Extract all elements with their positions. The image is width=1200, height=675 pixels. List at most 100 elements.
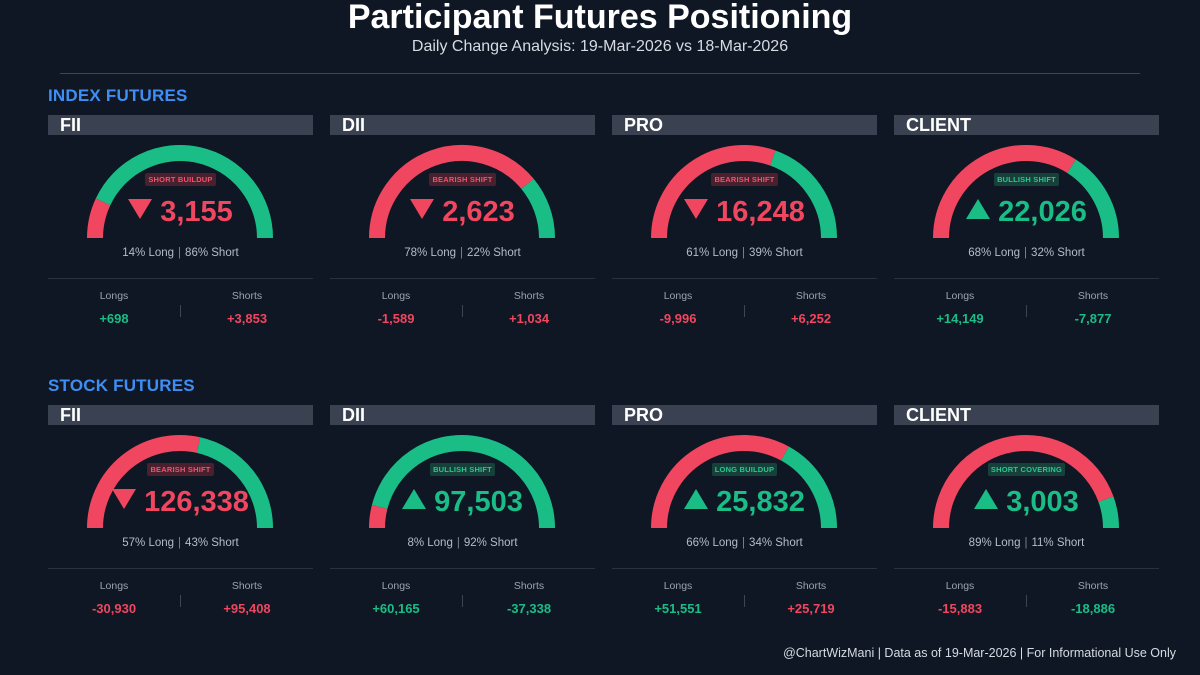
card-header: FII bbox=[48, 405, 313, 425]
short-pct: 34% Short bbox=[749, 537, 803, 549]
longs-value: +698 bbox=[99, 311, 129, 326]
shorts-label: Shorts bbox=[795, 290, 827, 302]
gauge-long-arc bbox=[651, 145, 776, 239]
longs-value: -30,930 bbox=[91, 601, 137, 616]
shorts-value: +25,719 bbox=[787, 601, 835, 616]
signal-badge: SHORT BUILDUP bbox=[48, 173, 313, 186]
net-change: 126,338 bbox=[48, 485, 313, 520]
card-header: PRO bbox=[612, 405, 877, 425]
longs-label: Longs bbox=[663, 290, 693, 302]
gauge-long-arc bbox=[651, 435, 789, 529]
page-title: Participant Futures Positioning bbox=[347, 0, 853, 36]
longs-label: Longs bbox=[945, 290, 975, 302]
card-header: PRO bbox=[612, 115, 877, 135]
net-change-value: 2,623 bbox=[442, 196, 515, 228]
net-change-value: 97,503 bbox=[434, 486, 523, 518]
gauge-chart bbox=[87, 145, 273, 239]
gauge-long-arc bbox=[933, 435, 1114, 529]
gauge-short-arc bbox=[769, 150, 837, 239]
column-separator bbox=[180, 305, 181, 317]
ratio-separator: | bbox=[178, 247, 182, 259]
card-header: DII bbox=[330, 115, 595, 135]
card-header: CLIENT bbox=[894, 115, 1159, 135]
column-separator bbox=[1026, 595, 1027, 607]
card-divider bbox=[894, 278, 1159, 279]
longs-label: Longs bbox=[99, 290, 129, 302]
triangle-up-icon bbox=[684, 483, 709, 517]
signal-badge-label: SHORT COVERING bbox=[987, 463, 1066, 476]
net-change: 3,003 bbox=[894, 485, 1159, 520]
longs-value: -1,589 bbox=[377, 311, 415, 326]
shorts-value: +6,252 bbox=[790, 311, 832, 326]
signal-badge-label: LONG BUILDUP bbox=[711, 463, 778, 476]
ratio-separator: | bbox=[742, 537, 746, 549]
longs-value: -15,883 bbox=[937, 601, 983, 616]
net-change: 22,026 bbox=[894, 195, 1159, 230]
triangle-down-icon bbox=[684, 193, 709, 227]
net-change-value: 22,026 bbox=[998, 196, 1087, 228]
signal-badge: BEARISH SHIFT bbox=[48, 463, 313, 476]
card-header: FII bbox=[48, 115, 313, 135]
gauge-chart bbox=[87, 435, 273, 529]
ratio-separator: | bbox=[1024, 537, 1028, 549]
triangle-up-icon bbox=[402, 483, 427, 517]
long-pct: 66% Long bbox=[686, 537, 739, 549]
shorts-label: Shorts bbox=[1077, 580, 1109, 592]
gauge-chart bbox=[369, 145, 555, 239]
column-separator bbox=[744, 305, 745, 317]
column-separator bbox=[462, 305, 463, 317]
card-stock-pro: PRO LONG BUILDUP 25,832 66% Long | 34% Sho… bbox=[612, 405, 877, 635]
card-header: DII bbox=[330, 405, 595, 425]
gauge-short-arc bbox=[521, 178, 555, 239]
short-pct: 22% Short bbox=[467, 247, 521, 259]
longs-label: Longs bbox=[99, 580, 129, 592]
shorts-label: Shorts bbox=[513, 290, 545, 302]
card-stock-fii: FII BEARISH SHIFT 126,338 57% Long | 43% S… bbox=[48, 405, 313, 635]
longs-label: Longs bbox=[381, 290, 411, 302]
long-short-ratio: 61% Long | 39% Short bbox=[612, 247, 877, 259]
long-pct: 61% Long bbox=[686, 247, 739, 259]
long-pct: 78% Long bbox=[404, 247, 457, 259]
signal-badge: BULLISH SHIFT bbox=[894, 173, 1159, 186]
signal-badge-label: SHORT BUILDUP bbox=[145, 173, 216, 186]
column-separator bbox=[462, 595, 463, 607]
signal-badge-label: BULLISH SHIFT bbox=[994, 173, 1059, 186]
long-short-ratio: 89% Long | 11% Short bbox=[894, 537, 1159, 549]
longs-value: +60,165 bbox=[372, 601, 420, 616]
card-index-dii: DII BEARISH SHIFT 2,623 78% Long | 22% Sho… bbox=[330, 115, 595, 345]
net-change: 3,155 bbox=[48, 195, 313, 230]
signal-badge-label: BULLISH SHIFT bbox=[430, 463, 495, 476]
long-short-ratio: 68% Long | 32% Short bbox=[894, 247, 1159, 259]
long-pct: 89% Long bbox=[968, 537, 1021, 549]
signal-badge: LONG BUILDUP bbox=[612, 463, 877, 476]
short-pct: 92% Short bbox=[463, 537, 518, 549]
shorts-value: +95,408 bbox=[223, 601, 271, 616]
page-subtitle: Daily Change Analysis: 19-Mar-2026 vs 18… bbox=[411, 38, 789, 55]
signal-badge-label: BEARISH SHIFT bbox=[711, 173, 778, 186]
ratio-separator: | bbox=[460, 247, 464, 259]
signal-badge: BEARISH SHIFT bbox=[330, 173, 595, 186]
shorts-value: -18,886 bbox=[1070, 601, 1116, 616]
card-divider bbox=[330, 568, 595, 569]
net-change-value: 126,338 bbox=[144, 486, 249, 518]
triangle-down-icon bbox=[128, 193, 153, 227]
long-short-ratio: 8% Long | 92% Short bbox=[330, 537, 595, 549]
longs-label: Longs bbox=[663, 580, 693, 592]
long-pct: 14% Long bbox=[122, 247, 175, 259]
section-label-stock: STOCK FUTURES bbox=[48, 376, 195, 395]
triangle-down-icon bbox=[410, 193, 435, 227]
triangle-down-icon bbox=[112, 483, 137, 517]
signal-badge: SHORT COVERING bbox=[894, 463, 1159, 476]
card-divider bbox=[48, 568, 313, 569]
short-pct: 43% Short bbox=[185, 537, 239, 549]
card-stock-dii: DII BULLISH SHIFT 97,503 8% Long | 92% Sho… bbox=[330, 405, 595, 635]
gauge-long-arc bbox=[933, 145, 1076, 239]
long-pct: 68% Long bbox=[968, 247, 1021, 259]
ratio-separator: | bbox=[456, 537, 460, 549]
card-index-pro: PRO BEARISH SHIFT 16,248 61% Long | 39% Sh… bbox=[612, 115, 877, 345]
signal-badge: BEARISH SHIFT bbox=[612, 173, 877, 186]
gauge-short-arc bbox=[1098, 496, 1119, 529]
gauge-short-arc bbox=[1067, 159, 1119, 239]
card-divider bbox=[612, 568, 877, 569]
long-pct: 57% Long bbox=[122, 537, 175, 549]
